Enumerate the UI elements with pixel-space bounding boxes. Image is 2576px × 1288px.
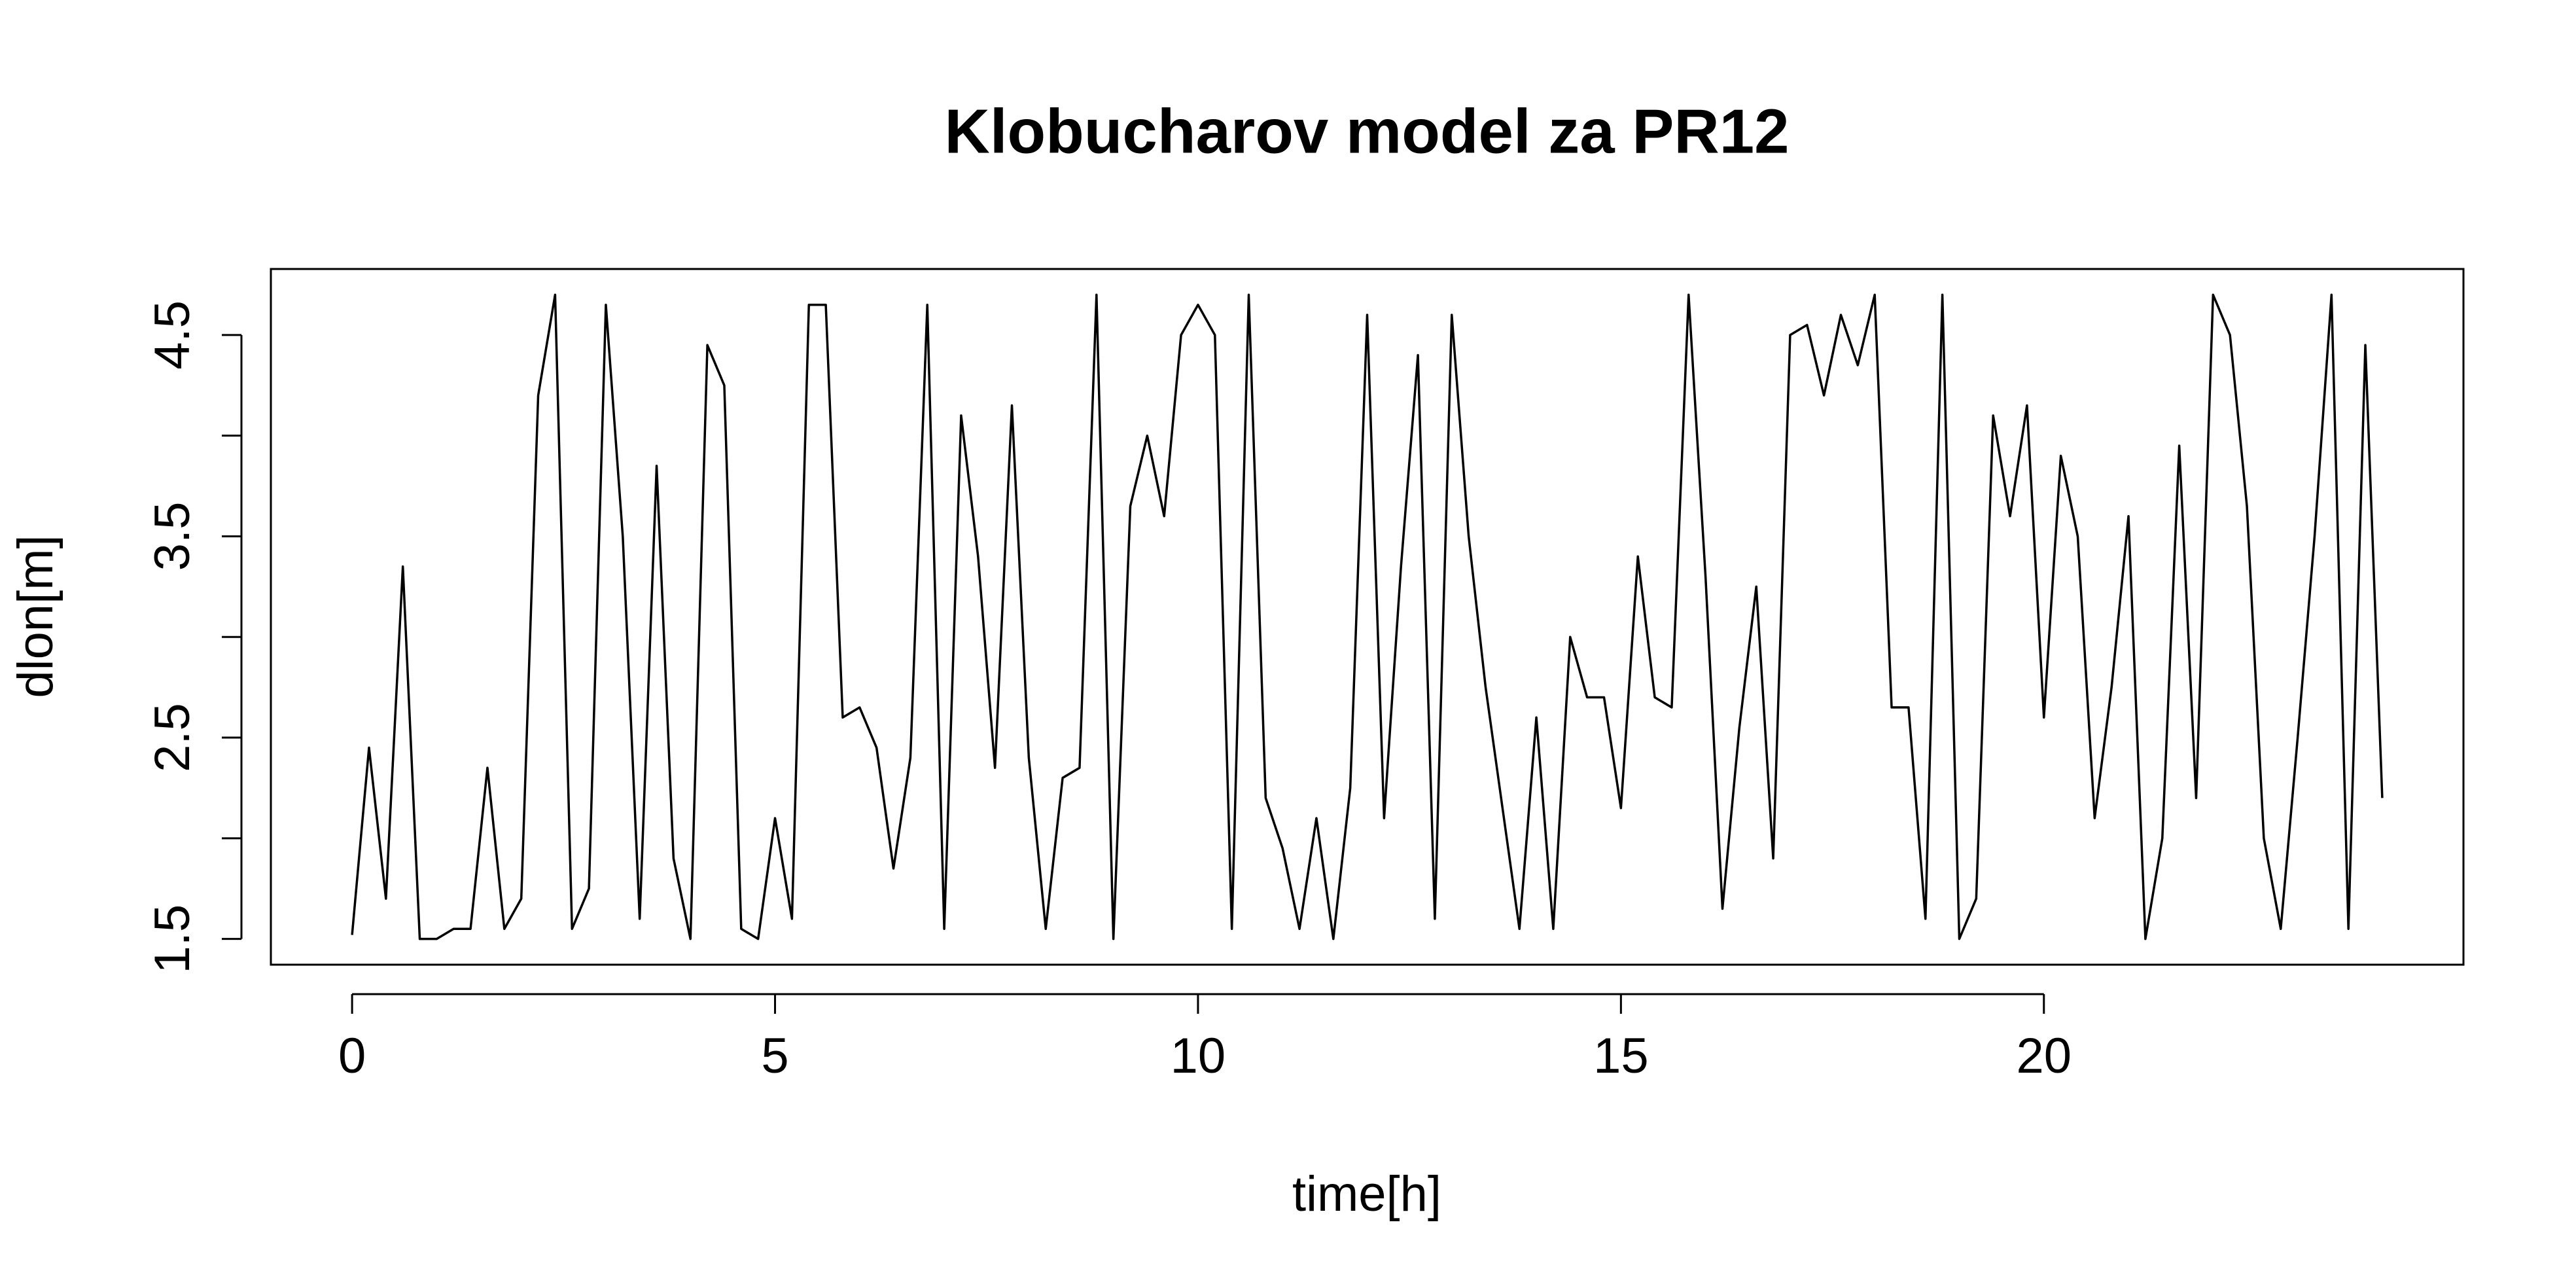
x-tick-label: 0 [338,1028,366,1084]
x-axis-label: time[h] [1292,1166,1441,1222]
x-tick-label: 20 [2016,1028,2072,1084]
y-axis-label: dlon[m] [8,535,63,698]
y-tick-label: 2.5 [145,703,200,772]
y-tick-label: 4.5 [145,300,200,370]
x-tick-label: 5 [761,1028,788,1084]
data-line [351,293,2384,940]
y-tick-label: 3.5 [145,502,200,571]
chart-title: Klobucharov model za PR12 [945,96,1790,166]
x-tick-label: 15 [1593,1028,1649,1084]
plot-frame [270,268,2465,966]
x-tick-label: 10 [1171,1028,1226,1084]
y-tick-label: 1.5 [145,904,200,974]
